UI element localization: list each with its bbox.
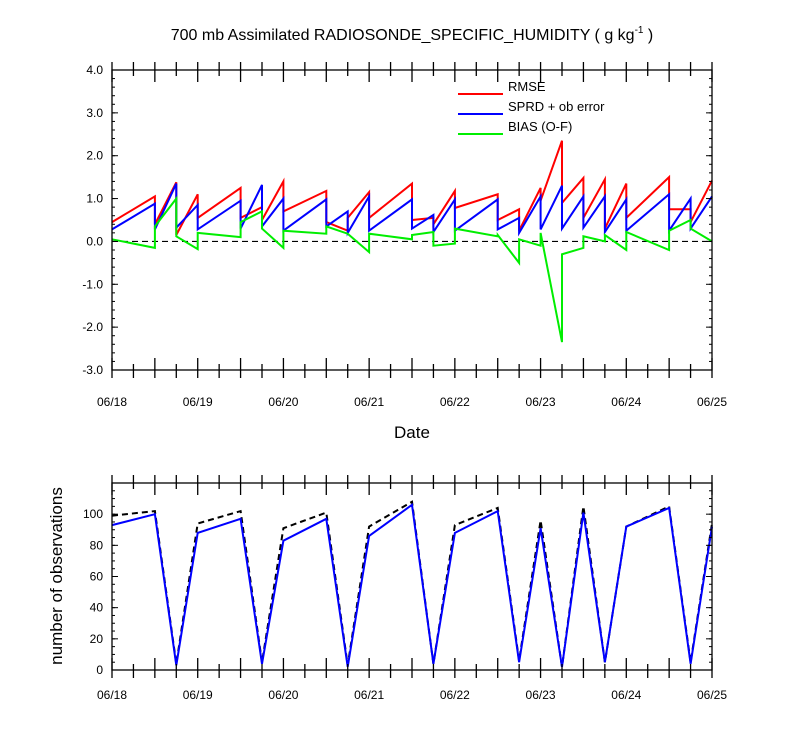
y-tick-label: 60	[90, 570, 104, 584]
y-tick-label: -3.0	[82, 363, 103, 377]
y-tick-label: -2.0	[82, 320, 103, 334]
chart-title-end: )	[643, 27, 653, 44]
x-tick-label: 06/25	[697, 395, 727, 409]
y-tick-label: 4.0	[86, 63, 103, 77]
y-tick-label: 0	[96, 663, 103, 677]
y-tick-label: 3.0	[86, 106, 103, 120]
legend-label: SPRD + ob error	[508, 99, 605, 114]
x-tick-label: 06/20	[268, 688, 298, 702]
y-tick-label: 20	[90, 632, 104, 646]
y-tick-label: 100	[83, 507, 103, 521]
legend-label: BIAS (O-F)	[508, 119, 572, 134]
y-tick-label: 80	[90, 538, 104, 552]
x-tick-label: 06/25	[697, 688, 727, 702]
x-tick-label: 06/18	[97, 688, 127, 702]
x-tick-label: 06/18	[97, 395, 127, 409]
x-tick-label: 06/24	[611, 688, 641, 702]
legend-label: RMSE	[508, 79, 546, 94]
x-tick-label: 06/22	[440, 395, 470, 409]
y-tick-label: 2.0	[86, 149, 103, 163]
y-tick-label: 1.0	[86, 192, 103, 206]
top-x-axis-label: Date	[394, 423, 430, 442]
top-plot: -3.0 -2.0 -1.0 0.0 1.0 2.0 3.0 4.0 06/18 06/19 06/…	[82, 62, 727, 409]
x-tick-label: 06/23	[526, 688, 556, 702]
bottom-y-axis-label: number of observations	[47, 487, 66, 665]
x-tick-label: 06/23	[526, 395, 556, 409]
y-tick-label: -1.0	[82, 277, 103, 291]
y-tick-label: 40	[90, 601, 104, 615]
x-tick-label: 06/24	[611, 395, 641, 409]
x-tick-label: 06/21	[354, 688, 384, 702]
chart-title-superscript: -1	[635, 25, 644, 36]
y-tick-label: 0.0	[86, 234, 103, 248]
series-line-used	[111, 503, 713, 668]
series-line-possible	[111, 500, 713, 668]
bottom-plot: 0 20 40 60 80 100 06/18 06/19 06/20 06/21 06/22 06/…	[83, 475, 727, 702]
chart-title-main: 700 mb Assimilated RADIOSONDE_SPECIFIC_H…	[171, 27, 635, 44]
x-tick-label: 06/22	[440, 688, 470, 702]
x-tick-label: 06/19	[183, 395, 213, 409]
series-line-bias-o-f-	[111, 195, 713, 343]
x-tick-label: 06/21	[354, 395, 384, 409]
x-tick-label: 06/19	[183, 688, 213, 702]
chart-title: 700 mb Assimilated RADIOSONDE_SPECIFIC_H…	[171, 25, 654, 44]
x-tick-label: 06/20	[268, 395, 298, 409]
series-line-sprd-ob-error	[111, 183, 713, 237]
